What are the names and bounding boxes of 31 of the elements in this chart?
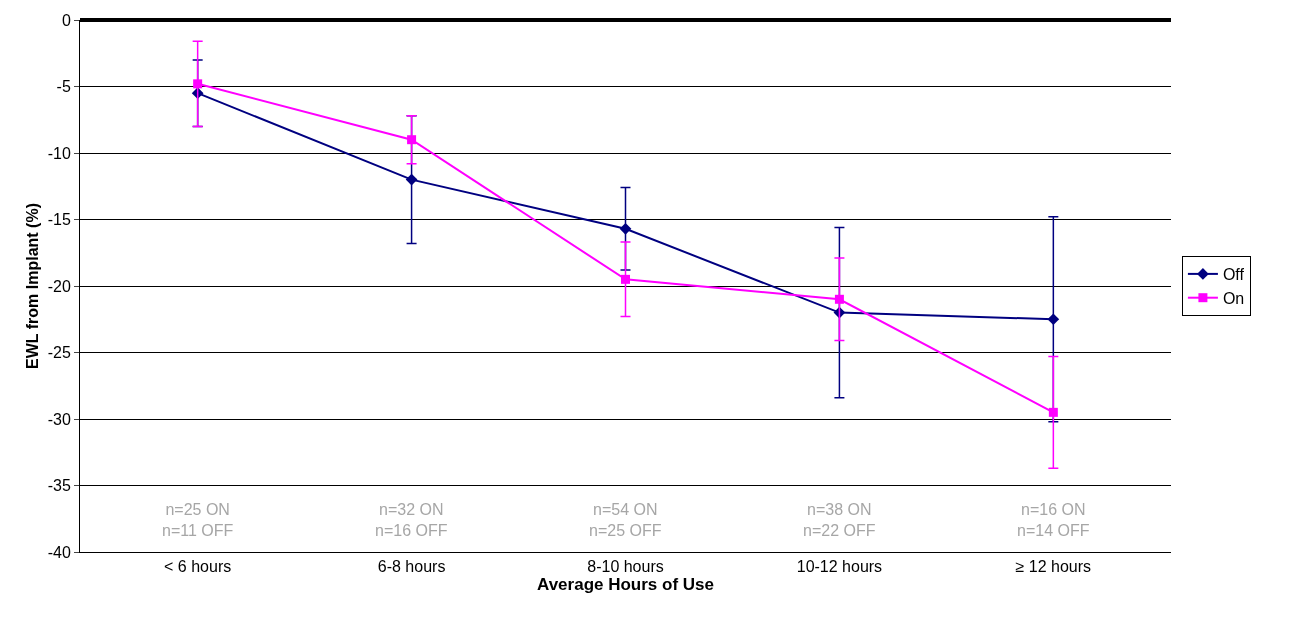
y-tick-label: -5 (56, 78, 71, 96)
annotation: n=54 ON n=25 OFF (589, 501, 662, 539)
annotation: n=32 ON n=16 OFF (375, 501, 448, 539)
y-axis-title: EWL from Implant (%) (24, 203, 41, 369)
annotation: n=38 ON n=22 OFF (803, 501, 876, 539)
legend-label: On (1222, 289, 1245, 307)
x-tick-label: ≥ 12 hours (1015, 558, 1092, 576)
point (621, 274, 630, 284)
point (1048, 407, 1058, 417)
y-tick-label: -25 (47, 344, 71, 362)
y-tick-label: 0 (61, 11, 71, 29)
point (834, 294, 844, 304)
point (619, 222, 632, 235)
y-tick-label: -10 (47, 144, 71, 162)
x-tick-label: 6-8 hours (377, 558, 446, 576)
x-tick-label: 10-12 hours (796, 558, 883, 576)
point (407, 135, 417, 145)
y-tick-label: -15 (47, 211, 71, 229)
annotation: n=25 ON n=11 OFF (162, 501, 234, 539)
point (1047, 313, 1060, 326)
legend-label: Off (1222, 266, 1245, 284)
y-tick-label: -40 (47, 543, 71, 561)
x-axis-title: Average Hours of Use (537, 575, 714, 595)
annotation: n=16 ON n=14 OFF (1017, 501, 1090, 539)
x-tick-label: 8-10 hours (587, 558, 664, 576)
x-tick-label: < 6 hours (164, 558, 232, 576)
point (405, 173, 418, 186)
y-tick-label: -20 (47, 277, 71, 295)
y-tick-label: -30 (47, 410, 71, 428)
point (193, 79, 203, 89)
y-tick-label: -35 (47, 477, 71, 495)
